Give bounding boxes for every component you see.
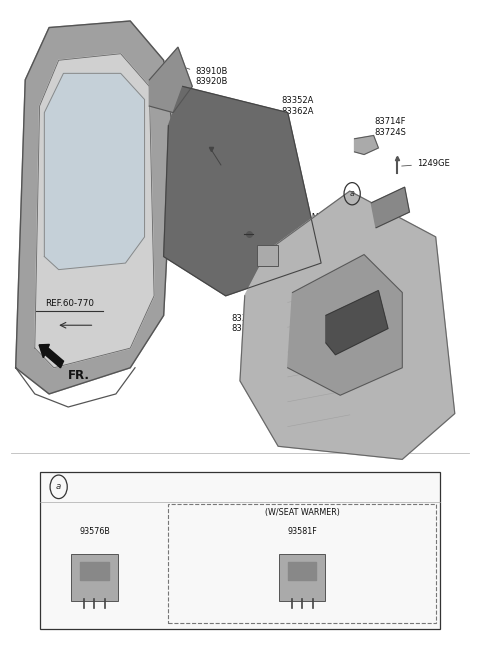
Text: 82610
82620: 82610 82620: [231, 250, 265, 269]
Bar: [168, 504, 436, 623]
Polygon shape: [149, 47, 192, 112]
Text: H83912: H83912: [190, 137, 223, 147]
Polygon shape: [288, 254, 402, 396]
Polygon shape: [371, 187, 409, 228]
Text: 83352A
83362A: 83352A 83362A: [271, 97, 313, 118]
Polygon shape: [44, 74, 144, 269]
Polygon shape: [240, 191, 455, 459]
Text: 83301E
83302E: 83301E 83302E: [231, 313, 300, 357]
Text: 83910B
83920B: 83910B 83920B: [176, 64, 228, 86]
Text: 1249GE: 1249GE: [402, 159, 450, 168]
FancyBboxPatch shape: [257, 245, 278, 265]
Polygon shape: [35, 54, 154, 368]
Text: a: a: [350, 189, 355, 198]
Text: a: a: [56, 482, 61, 491]
Text: (W/SEAT WARMER): (W/SEAT WARMER): [264, 509, 339, 518]
FancyArrow shape: [39, 344, 63, 368]
Polygon shape: [16, 21, 173, 394]
Text: 93581F: 93581F: [287, 527, 317, 536]
Text: FR.: FR.: [68, 369, 90, 382]
Polygon shape: [355, 135, 378, 154]
Bar: [39, 472, 441, 629]
Text: 93576B: 93576B: [79, 527, 110, 536]
FancyBboxPatch shape: [71, 554, 118, 601]
Text: 83714F
83724S: 83714F 83724S: [371, 118, 406, 139]
Polygon shape: [164, 87, 321, 296]
Polygon shape: [326, 290, 388, 355]
FancyBboxPatch shape: [279, 554, 325, 601]
Text: 83771M
83781M: 83771M 83781M: [285, 211, 376, 233]
Text: 1249LB: 1249LB: [177, 223, 246, 233]
Text: REF.60-770: REF.60-770: [45, 299, 94, 308]
